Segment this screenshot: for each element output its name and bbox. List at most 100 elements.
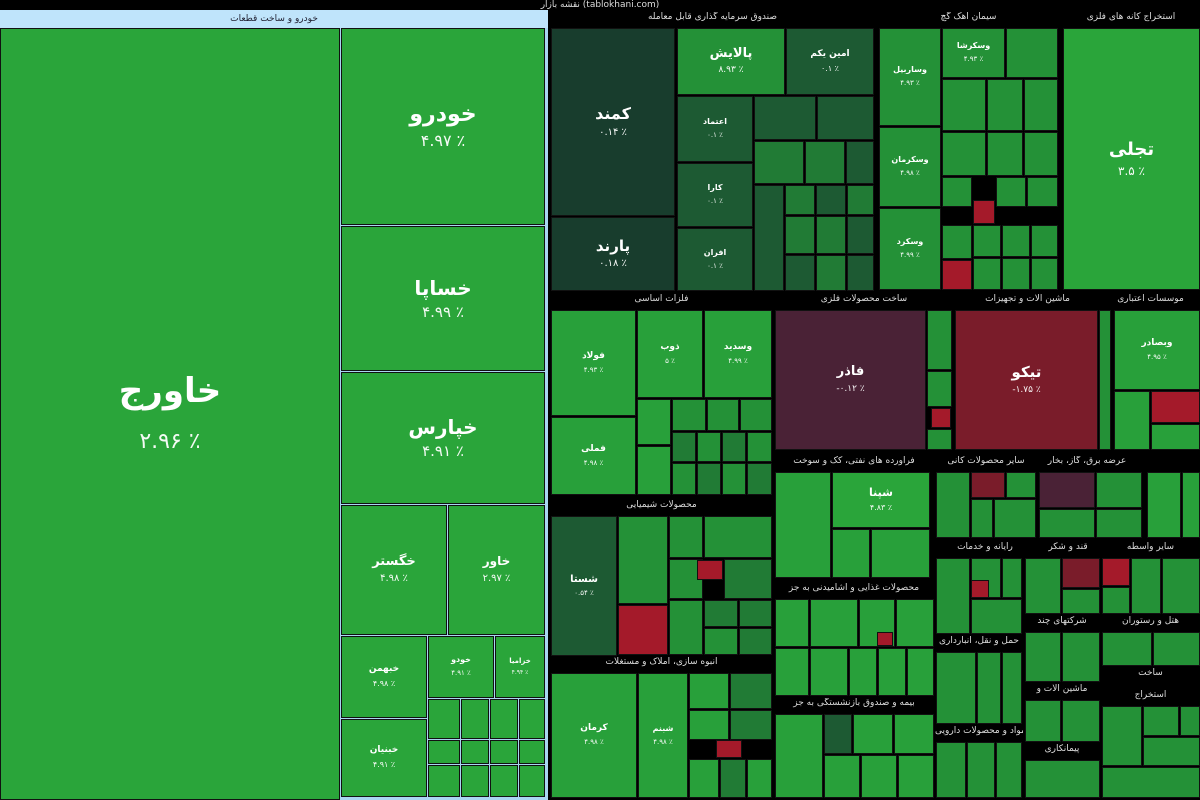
tile-vaarbil[interactable]: وساربیل ۴.۹۳ ٪ [879,28,941,126]
small-tile[interactable] [973,258,1001,290]
small-tile[interactable] [1002,225,1030,257]
small-tile[interactable] [1039,509,1095,538]
small-tile[interactable] [931,408,951,428]
small-tile[interactable] [461,765,489,797]
small-tile[interactable] [490,740,518,764]
small-tile[interactable] [669,600,703,655]
small-tile[interactable] [519,765,545,797]
small-tile[interactable] [490,765,518,797]
small-tile[interactable] [747,759,772,798]
small-tile[interactable] [775,648,809,696]
small-tile[interactable] [697,560,723,580]
small-tile[interactable] [1162,558,1200,614]
small-tile[interactable] [672,463,696,495]
small-tile[interactable] [1024,79,1058,131]
small-tile[interactable] [1062,558,1100,588]
tile-palayesh[interactable]: پالایش ۸.۹۳ ٪ [677,28,785,95]
small-tile[interactable] [704,516,772,558]
small-tile[interactable] [898,755,934,798]
small-tile[interactable] [936,472,970,538]
small-tile[interactable] [707,399,739,431]
small-tile[interactable] [810,648,848,696]
small-tile[interactable] [739,628,772,655]
small-tile[interactable] [816,216,846,254]
small-tile[interactable] [775,714,823,798]
small-tile[interactable] [846,141,874,184]
small-tile[interactable] [824,755,860,798]
small-tile[interactable] [669,516,703,558]
small-tile[interactable] [747,463,772,495]
small-tile[interactable] [754,96,816,140]
tile-vaskrasha[interactable]: وسکرشا ۴.۹۳ ٪ [942,28,1005,78]
small-tile[interactable] [1143,737,1200,766]
small-tile[interactable] [1006,28,1058,78]
small-tile[interactable] [672,432,696,462]
small-tile[interactable] [878,648,906,696]
small-tile[interactable] [942,132,986,176]
small-tile[interactable] [853,714,893,754]
small-tile[interactable] [1131,558,1161,614]
tile-khbahman[interactable]: خبهمن ۴.۹۸ ٪ [341,636,427,718]
small-tile[interactable] [1062,589,1100,614]
small-tile[interactable] [689,673,729,709]
small-tile[interactable] [1102,632,1152,666]
small-tile[interactable] [1039,472,1095,508]
small-tile[interactable] [1025,558,1061,614]
small-tile[interactable] [1143,706,1179,736]
small-tile[interactable] [785,255,815,291]
small-tile[interactable] [730,673,772,709]
small-tile[interactable] [971,580,989,598]
small-tile[interactable] [832,529,870,578]
small-tile[interactable] [637,446,671,495]
small-tile[interactable] [428,740,460,764]
tile-amin-yekom[interactable]: امین یکم ۰.۱ ٪ [786,28,874,95]
tile-vaskerd[interactable]: وسکرد ۴.۹۹ ٪ [879,208,941,290]
small-tile[interactable] [1002,652,1022,724]
small-tile[interactable] [519,740,545,764]
small-tile[interactable] [942,260,972,290]
small-tile[interactable] [490,699,518,739]
tile-fameli[interactable]: فملی ۴.۹۸ ٪ [551,417,636,495]
small-tile[interactable] [1153,632,1200,666]
small-tile[interactable] [689,759,719,798]
tile-shapna[interactable]: شپنا ۴.۸۳ ٪ [832,472,930,528]
small-tile[interactable] [942,177,972,207]
small-tile[interactable] [927,310,952,370]
small-tile[interactable] [697,432,721,462]
small-tile[interactable] [785,216,815,254]
small-tile[interactable] [775,599,809,647]
small-tile[interactable] [1182,472,1200,538]
small-tile[interactable] [1180,706,1200,736]
small-tile[interactable] [1114,391,1150,450]
small-tile[interactable] [716,740,742,758]
small-tile[interactable] [967,742,995,798]
tile-vaskerman[interactable]: وسکرمان ۴.۹۸ ٪ [879,127,941,207]
small-tile[interactable] [428,765,460,797]
small-tile[interactable] [739,600,772,627]
small-tile[interactable] [877,632,893,646]
small-tile[interactable] [740,399,772,431]
small-tile[interactable] [1151,391,1200,423]
small-tile[interactable] [927,371,952,407]
small-tile[interactable] [1102,706,1142,766]
small-tile[interactable] [996,177,1026,207]
small-tile[interactable] [871,529,930,578]
small-tile[interactable] [927,429,952,450]
small-tile[interactable] [942,225,972,259]
small-tile[interactable] [1102,587,1130,614]
small-tile[interactable] [785,185,815,215]
small-tile[interactable] [1027,177,1058,207]
small-tile[interactable] [618,605,668,655]
small-tile[interactable] [1096,509,1142,538]
small-tile[interactable] [704,600,738,627]
small-tile[interactable] [720,759,746,798]
tile-tikvo[interactable]: تیکو -۱.۷۵ ٪ [955,310,1098,450]
small-tile[interactable] [894,714,934,754]
small-tile[interactable] [704,628,738,655]
small-tile[interactable] [1002,258,1030,290]
tile-khzamia[interactable]: خزامیا ۴.۹۴ ٪ [495,636,545,698]
small-tile[interactable] [817,96,874,140]
small-tile[interactable] [1147,472,1181,538]
small-tile[interactable] [847,185,874,215]
small-tile[interactable] [816,185,846,215]
